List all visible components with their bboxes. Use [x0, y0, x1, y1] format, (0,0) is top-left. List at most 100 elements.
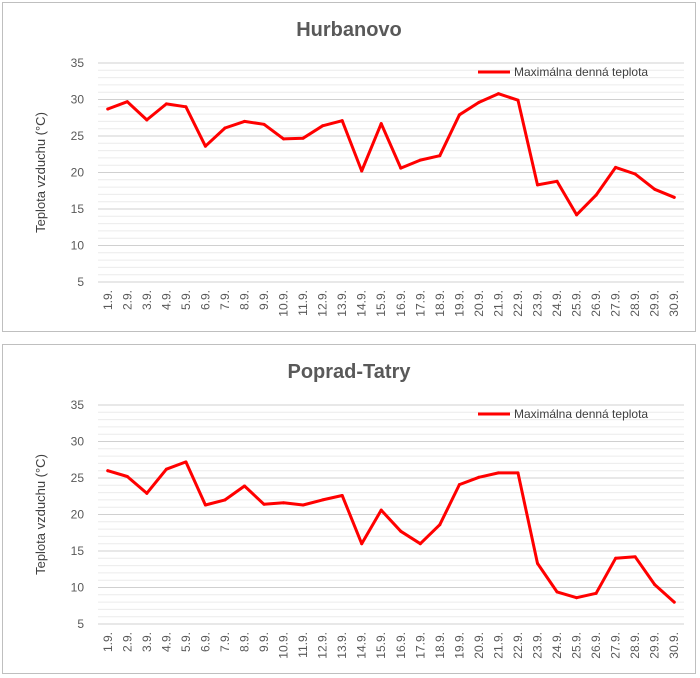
y-tick-label: 30	[71, 93, 85, 107]
chart-title: Hurbanovo	[296, 19, 402, 41]
x-tick-label: 21.9.	[491, 632, 505, 659]
data-point	[614, 165, 618, 169]
y-tick-label: 15	[71, 202, 85, 216]
x-tick-label: 18.9.	[433, 290, 447, 317]
data-point	[477, 475, 481, 479]
x-tick-label: 1.9.	[101, 632, 115, 652]
x-tick-label: 26.9.	[589, 290, 603, 317]
data-point	[243, 484, 246, 488]
data-point	[301, 136, 305, 140]
data-point	[145, 491, 149, 495]
x-tick-label: 19.9.	[452, 290, 466, 317]
data-point	[282, 137, 286, 141]
x-tick-label: 2.9.	[120, 290, 134, 310]
data-point	[496, 92, 500, 96]
data-point	[379, 122, 383, 126]
data-point	[438, 523, 442, 527]
data-point	[457, 483, 461, 487]
data-point	[672, 600, 676, 604]
data-point	[594, 193, 598, 197]
y-tick-label: 30	[71, 435, 85, 449]
data-point	[575, 596, 579, 600]
data-point	[340, 494, 344, 498]
x-tick-label: 13.9.	[335, 290, 349, 317]
y-tick-label: 35	[71, 56, 85, 70]
x-tick-label: 13.9.	[335, 632, 349, 659]
data-point	[672, 195, 676, 199]
x-tick-label: 25.9.	[570, 290, 584, 317]
legend-label: Maximálna denná teplota	[514, 407, 648, 421]
x-tick-label: 16.9.	[394, 632, 408, 659]
data-point	[203, 503, 207, 507]
x-tick-label: 11.9.	[296, 290, 310, 316]
x-tick-label: 27.9.	[609, 632, 623, 659]
x-tick-label: 17.9.	[413, 632, 427, 659]
data-point	[594, 591, 598, 595]
x-tick-label: 15.9.	[374, 632, 388, 659]
x-tick-label: 30.9.	[667, 290, 681, 317]
y-tick-label: 5	[77, 275, 84, 289]
data-point	[262, 502, 266, 506]
data-point	[301, 503, 305, 507]
x-tick-label: 8.9.	[238, 632, 252, 652]
y-axis-title: Teplota vzduchu (°C)	[33, 112, 48, 233]
data-point	[223, 126, 227, 130]
x-tick-label: 1.9.	[101, 290, 115, 310]
x-tick-label: 2.9.	[120, 632, 134, 652]
x-tick-label: 28.9.	[628, 632, 642, 659]
data-point	[555, 179, 559, 183]
x-tick-label: 30.9.	[667, 632, 681, 659]
x-tick-label: 9.9.	[257, 632, 271, 652]
x-tick-label: 24.9.	[550, 632, 564, 659]
data-point	[243, 119, 246, 123]
data-point	[321, 124, 325, 128]
x-tick-label: 7.9.	[218, 290, 232, 310]
data-point	[340, 119, 344, 123]
data-point	[653, 187, 657, 191]
x-tick-label: 22.9.	[511, 290, 525, 317]
data-point	[457, 113, 461, 117]
data-point	[536, 183, 539, 187]
data-point	[438, 154, 442, 158]
data-point	[418, 158, 422, 162]
data-point	[184, 105, 188, 109]
data-point	[125, 100, 129, 104]
y-tick-label: 20	[71, 508, 85, 522]
chart-poprad-tatry: Poprad-Tatry 5 10 15 20 25 30 35 Teplota vzduchu…	[33, 361, 684, 659]
x-tick-label: 26.9.	[589, 632, 603, 659]
y-tick-label: 10	[71, 581, 85, 595]
data-point	[418, 542, 422, 546]
data-point	[633, 555, 637, 559]
data-point	[184, 460, 188, 464]
data-point	[321, 498, 325, 502]
x-tick-label: 22.9.	[511, 632, 525, 659]
data-point	[106, 469, 110, 473]
x-tick-label: 12.9.	[316, 290, 330, 317]
x-tick-label: 23.9.	[531, 290, 545, 317]
x-tick-label: 20.9.	[472, 290, 486, 317]
data-point	[203, 144, 207, 148]
y-tick-label: 25	[71, 471, 85, 485]
data-point	[223, 498, 227, 502]
data-point	[379, 508, 383, 512]
data-point	[399, 529, 403, 533]
x-tick-label: 10.9.	[277, 632, 291, 659]
x-tick-label: 29.9.	[648, 632, 662, 659]
x-tick-label: 6.9.	[198, 632, 212, 652]
series-line	[106, 460, 676, 604]
data-point	[555, 590, 559, 594]
data-point	[125, 475, 129, 479]
x-tick-label: 8.9.	[238, 290, 252, 310]
x-tick-label: 3.9.	[140, 632, 154, 652]
data-point	[164, 467, 168, 471]
x-tick-label: 25.9.	[570, 632, 584, 659]
x-tick-label: 19.9.	[452, 632, 466, 659]
y-tick-label: 15	[71, 544, 85, 558]
data-point	[282, 501, 286, 505]
data-point	[106, 107, 110, 111]
x-tick-label: 12.9.	[316, 632, 330, 659]
chart-panel-hurbanovo: Hurbanovo 5 10 15 20 25 30 35 Teplota vzduchu (°…	[2, 2, 696, 332]
data-point	[516, 98, 520, 102]
x-tick-label: 28.9.	[628, 290, 642, 317]
legend-label: Maximálna denná teplota	[514, 65, 648, 79]
